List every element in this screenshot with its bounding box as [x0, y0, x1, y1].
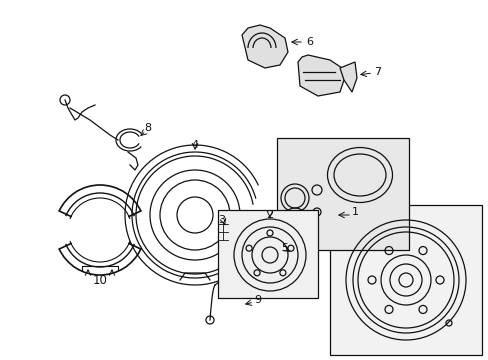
Text: 1: 1	[351, 207, 358, 217]
Bar	[276, 138, 408, 250]
Polygon shape	[339, 62, 356, 92]
Text: 9: 9	[254, 295, 261, 305]
Text: 5: 5	[281, 243, 288, 253]
Bar	[329, 205, 481, 355]
Text: 7: 7	[374, 67, 381, 77]
Text: 10: 10	[92, 274, 107, 287]
Bar	[218, 210, 317, 298]
Text: 3: 3	[218, 215, 225, 225]
Text: 8: 8	[144, 123, 151, 133]
Text: 4: 4	[191, 140, 198, 150]
Text: 2: 2	[266, 210, 273, 220]
Polygon shape	[242, 25, 287, 68]
Polygon shape	[297, 55, 343, 96]
Text: 6: 6	[306, 37, 313, 47]
